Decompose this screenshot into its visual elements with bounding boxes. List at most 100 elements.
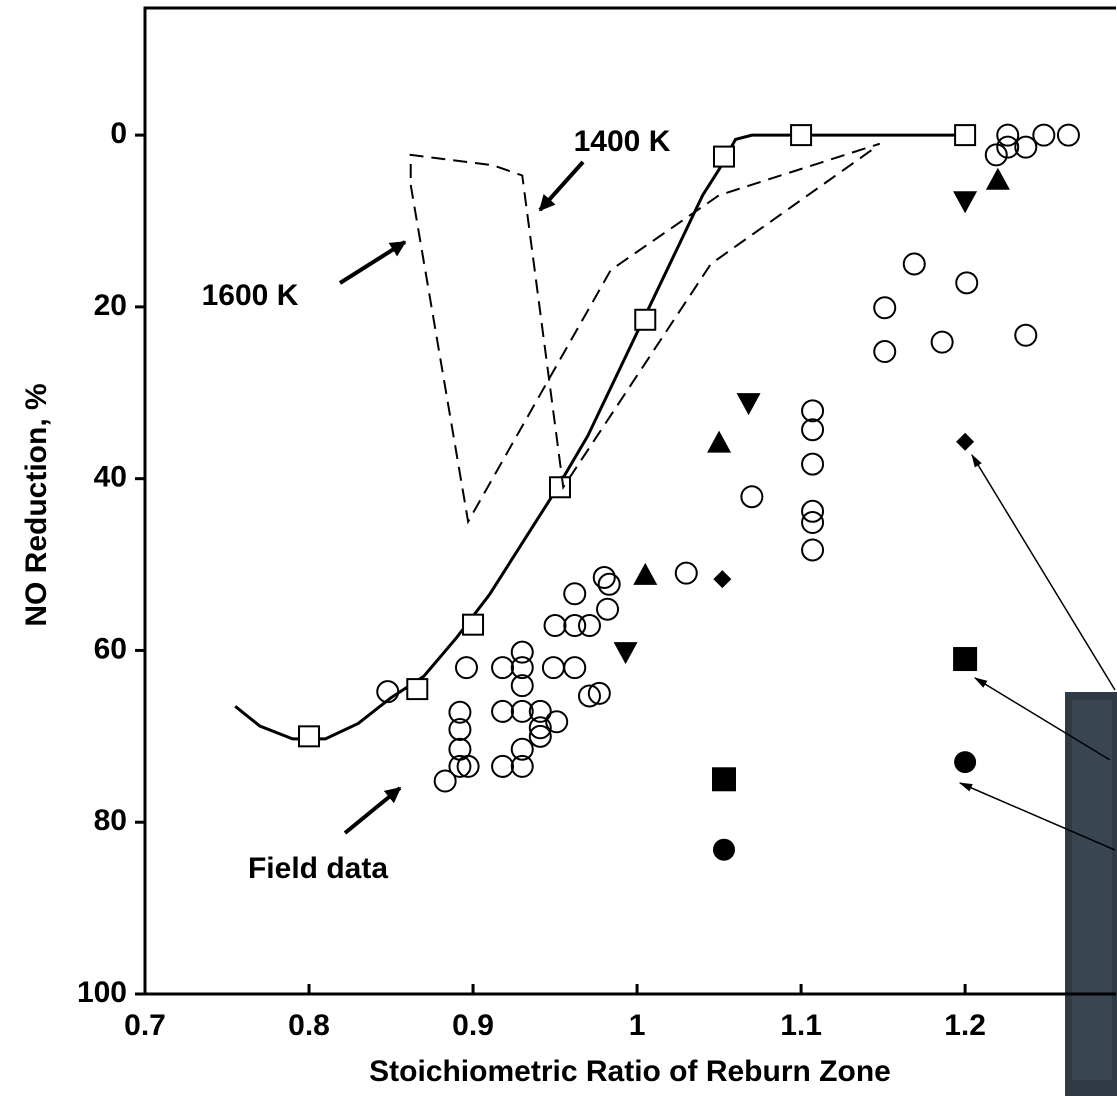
marker-circle-open	[674, 561, 698, 585]
marker-circle-open	[801, 538, 825, 562]
marker-triangle-down	[736, 393, 761, 416]
x-tick-label: 1	[629, 1009, 646, 1042]
marker-circle-open	[1056, 123, 1080, 147]
marker-circle-open	[801, 418, 825, 442]
marker-circle-open	[873, 340, 897, 364]
marker-circle-open	[984, 143, 1008, 167]
marker-circle-open	[510, 640, 534, 664]
marker-circle-open	[597, 572, 621, 596]
marker-triangle-up	[985, 167, 1010, 190]
marker-square-open	[462, 613, 485, 636]
marker-circle-open	[528, 716, 552, 740]
marker-circle-open	[543, 614, 567, 638]
marker-circle-open	[541, 656, 565, 680]
y-axis-label: NO Reduction, %	[20, 383, 53, 626]
marker-circle-open	[740, 485, 764, 509]
marker-circle-open	[448, 717, 472, 741]
marker-triangle-down	[953, 191, 978, 214]
marker-circle-open	[448, 700, 472, 724]
plot-frame	[143, 6, 1116, 996]
marker-square-open	[634, 308, 657, 331]
marker-circle-open	[454, 656, 478, 680]
marker-circle-open	[545, 710, 569, 734]
marker-circle-open	[528, 699, 552, 723]
y-tick-label: 80	[94, 804, 127, 837]
marker-circle-open	[577, 684, 601, 708]
y-tick-label: 100	[77, 976, 127, 1009]
dashed-line	[409, 142, 881, 525]
x-axis-label: Stoichiometric Ratio of Reburn Zone	[369, 1055, 891, 1088]
x-tick-label: 1.2	[944, 1009, 986, 1042]
marker-circle-open	[510, 737, 534, 761]
marker-circle-open	[587, 681, 611, 705]
marker-triangle-up	[707, 430, 732, 453]
marker-circle-open	[1014, 135, 1038, 159]
marker-circle-open	[801, 499, 825, 523]
marker-circle-open	[902, 252, 926, 276]
marker-circle-open	[801, 452, 825, 476]
marker-square-open	[298, 725, 321, 748]
model-line	[234, 133, 966, 741]
marker-circle-open	[510, 674, 534, 698]
marker-circle-open	[592, 565, 616, 589]
marker-circle-open	[563, 656, 587, 680]
dashed-line	[409, 144, 879, 491]
marker-square	[711, 767, 736, 792]
marker-circle-open	[1014, 323, 1038, 347]
marker-triangle-down	[613, 642, 638, 665]
marker-circle-open	[510, 656, 534, 680]
marker-square-open	[406, 678, 429, 701]
marker-circle-open	[433, 769, 457, 793]
annotation: Field data	[248, 852, 388, 885]
y-tick-label: 60	[94, 632, 127, 665]
marker-square-open	[712, 145, 735, 168]
marker-square	[953, 647, 978, 672]
x-tick-label: 1.1	[780, 1009, 822, 1042]
annotation: 1400 K	[574, 125, 671, 158]
marker-square-open	[790, 124, 813, 147]
inset-pointer	[958, 782, 1116, 851]
marker-square-open	[954, 124, 977, 147]
marker-circle-open	[577, 614, 601, 638]
marker-circle-open	[510, 754, 534, 778]
marker-circle-open	[376, 680, 400, 704]
annotation-arrow	[338, 240, 407, 285]
marker-circle-open	[873, 296, 897, 320]
annotation-arrow	[538, 160, 585, 212]
x-tick-label: 0.8	[288, 1009, 330, 1042]
y-tick-label: 40	[94, 461, 127, 494]
marker-circle	[954, 751, 977, 774]
marker-circle-open	[1032, 123, 1056, 147]
marker-circle-open	[510, 699, 534, 723]
marker-circle-open	[491, 699, 515, 723]
x-tick-label: 0.7	[124, 1009, 166, 1042]
marker-diamond	[956, 432, 975, 451]
marker-circle-open	[491, 754, 515, 778]
marker-circle-open	[955, 271, 979, 295]
marker-circle-open	[996, 135, 1020, 159]
x-tick-label: 0.9	[452, 1009, 494, 1042]
marker-circle-open	[930, 330, 954, 354]
marker-circle-open	[801, 399, 825, 423]
marker-diamond	[713, 570, 732, 589]
marker-triangle-up	[633, 562, 658, 585]
inset-pointer	[971, 453, 1116, 691]
y-tick-label: 20	[94, 289, 127, 322]
annotation-arrow	[343, 786, 402, 835]
marker-circle-open	[456, 754, 480, 778]
marker-square-open	[548, 476, 571, 499]
marker-circle-open	[801, 510, 825, 534]
marker-circle-open	[448, 754, 472, 778]
marker-circle-open	[491, 656, 515, 680]
annotation: 1600 K	[202, 279, 299, 312]
marker-circle-open	[996, 123, 1020, 147]
inset-pointer	[973, 677, 1111, 761]
marker-circle-open	[563, 582, 587, 606]
marker-circle-open	[596, 597, 620, 621]
y-tick-label: 0	[110, 117, 127, 150]
inset-photo-texture	[1072, 700, 1112, 1080]
marker-circle-open	[528, 724, 552, 748]
marker-circle-open	[563, 614, 587, 638]
marker-circle	[712, 838, 735, 861]
